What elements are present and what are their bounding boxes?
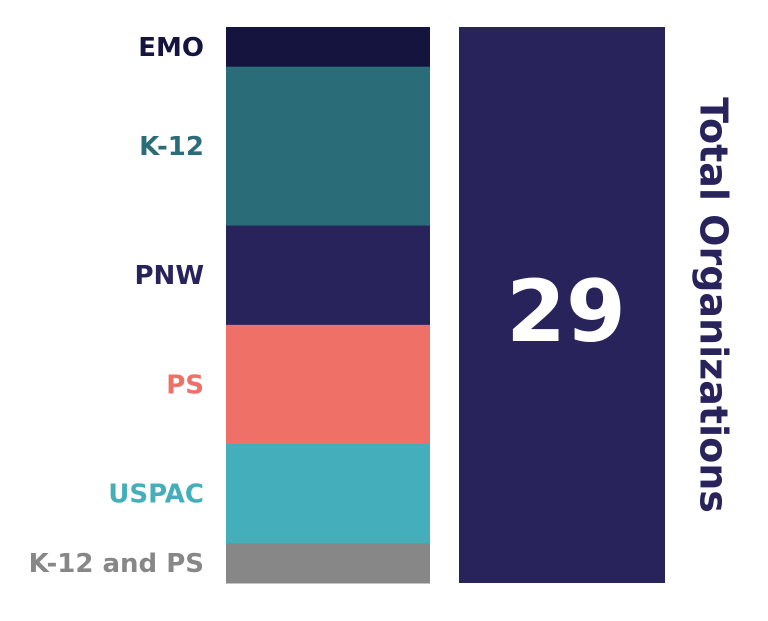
total-caption: Total Organizations [692,97,736,513]
bar-segment-uspac [226,444,430,544]
category-labels: EMO K-12 PNW PS USPAC K-12 and PS [29,33,204,579]
bar-segment-ps [226,324,430,445]
bar-segment-pnw [226,225,430,326]
category-label-emo: EMO [138,33,204,63]
bar-segment-k-12 [226,66,430,227]
category-label-k-12: K-12 [139,132,204,162]
category-label-pnw: PNW [135,261,205,291]
total-value: 29 [506,262,626,362]
category-label-ps: PS [166,370,204,400]
total-bar [459,27,665,583]
bar-segment-k-12-and-ps [226,543,430,584]
stacked-bar [226,27,430,584]
category-label-uspac: USPAC [108,480,204,510]
category-label-k-12-and-ps: K-12 and PS [29,549,204,579]
bar-segment-emo [226,27,430,68]
